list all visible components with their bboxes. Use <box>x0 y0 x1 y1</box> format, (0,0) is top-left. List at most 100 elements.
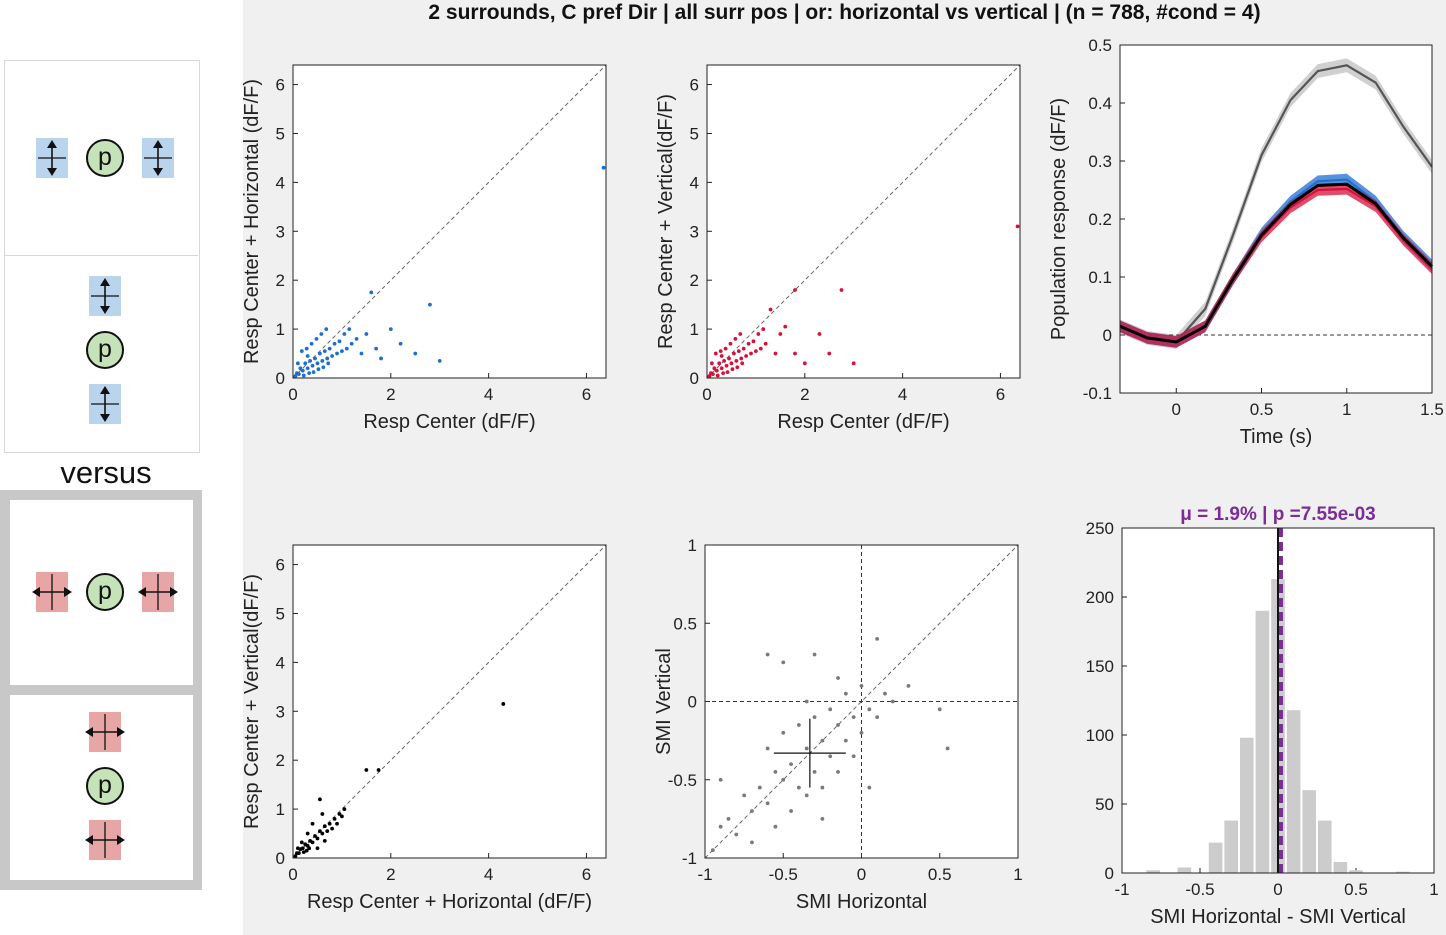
data-point <box>340 349 344 354</box>
data-point <box>749 351 753 356</box>
data-point <box>298 366 303 371</box>
data-point <box>828 754 833 759</box>
data-point <box>322 824 327 829</box>
y-tick-label: 0.2 <box>1088 210 1112 229</box>
y-tick-label: 3 <box>690 222 699 241</box>
x-tick-label: 6 <box>996 385 1005 404</box>
data-point <box>300 846 305 851</box>
x-tick-label: 6 <box>582 865 591 884</box>
data-point <box>340 814 344 819</box>
x-tick-label: -0.5 <box>769 865 798 884</box>
data-point <box>308 358 313 363</box>
data-point <box>347 327 352 331</box>
x-tick-label: 4 <box>484 865 493 884</box>
data-point <box>322 838 327 843</box>
data-point <box>734 832 739 837</box>
y-tick-label: 6 <box>276 556 285 575</box>
data-point <box>729 361 734 366</box>
data-point <box>310 840 315 845</box>
data-point <box>337 339 342 344</box>
y-tick-label: 1 <box>690 320 699 339</box>
data-point <box>890 699 895 704</box>
data-point <box>315 836 320 841</box>
data-point <box>851 754 856 759</box>
data-point <box>738 332 743 336</box>
y-tick-label: -0.5 <box>668 771 697 790</box>
data-point <box>783 324 788 329</box>
data-point <box>1015 224 1020 229</box>
data-point <box>332 341 337 346</box>
data-point <box>718 824 723 829</box>
data-point <box>773 770 778 774</box>
data-point <box>364 332 369 336</box>
plot-frame <box>704 544 1019 859</box>
data-point <box>733 336 738 341</box>
series-line <box>1119 182 1434 344</box>
data-point <box>757 785 762 790</box>
y-tick-label: 1 <box>276 320 285 339</box>
data-point <box>754 349 758 354</box>
data-point <box>710 848 715 853</box>
x-axis-label: SMI Horizontal - SMI Vertical <box>1150 906 1406 928</box>
data-point <box>730 367 735 372</box>
data-point <box>707 374 712 378</box>
y-tick-label: 5 <box>276 124 285 143</box>
data-point <box>376 768 381 772</box>
data-point <box>337 812 342 816</box>
data-point <box>817 332 822 336</box>
data-point <box>851 715 856 720</box>
data-point <box>867 707 872 712</box>
y-axis-label: Resp Center + Vertical(dF/F) <box>243 574 263 829</box>
histogram-bar <box>1146 870 1160 873</box>
data-point <box>750 809 754 813</box>
data-point <box>875 637 880 641</box>
y-tick-label: 6 <box>276 76 285 95</box>
y-tick-label: 0.5 <box>1088 36 1112 55</box>
data-point <box>437 358 442 363</box>
histogram-bar <box>1240 737 1254 873</box>
data-point <box>293 374 298 378</box>
data-point <box>804 793 809 798</box>
surround-patch-2a <box>89 276 121 316</box>
y-tick-label: 0 <box>688 693 697 712</box>
data-point <box>303 361 308 366</box>
y-tick-label: 4 <box>276 653 285 672</box>
data-point <box>781 777 786 782</box>
histogram-bar <box>1333 861 1348 873</box>
data-point <box>750 840 754 845</box>
data-point <box>330 826 335 831</box>
data-point <box>311 370 316 375</box>
data-point <box>721 371 726 376</box>
data-point <box>793 288 797 292</box>
data-point <box>307 846 312 851</box>
data-point <box>820 816 825 821</box>
data-point <box>316 367 321 372</box>
x-tick-label: 0 <box>288 865 297 884</box>
data-point <box>789 762 793 766</box>
y-tick-label: 0 <box>690 369 699 388</box>
data-point <box>344 346 349 351</box>
y-tick-label: 0 <box>276 369 285 388</box>
data-point <box>359 351 364 356</box>
y-axis-label: SMI Vertical <box>653 648 675 755</box>
smi-difference-histogram-plot: -1 -0.5 0 0.5 1 0 50 100 150 200 250 SMI Horizontal… <box>1086 504 1439 928</box>
y-tick-label: 50 <box>1095 795 1114 814</box>
x-tick-label: -1 <box>697 865 712 884</box>
y-axis-label: Resp Center + Horizontal (dF/F) <box>243 79 263 364</box>
data-point <box>369 290 374 295</box>
data-point <box>305 354 310 358</box>
y-tick-label: 0 <box>276 849 285 868</box>
x-tick-label: 0 <box>702 385 711 404</box>
data-point <box>304 346 309 351</box>
data-point <box>315 846 320 851</box>
data-point <box>741 346 746 351</box>
data-point <box>827 351 832 356</box>
data-point <box>812 652 817 657</box>
y-tick-label: 0.3 <box>1088 152 1112 171</box>
data-point <box>836 770 840 774</box>
data-point <box>859 730 864 735</box>
center-stimulus-3: p <box>86 573 124 611</box>
unity-line <box>292 64 607 379</box>
data-point <box>739 356 744 361</box>
unity-line <box>292 544 607 859</box>
